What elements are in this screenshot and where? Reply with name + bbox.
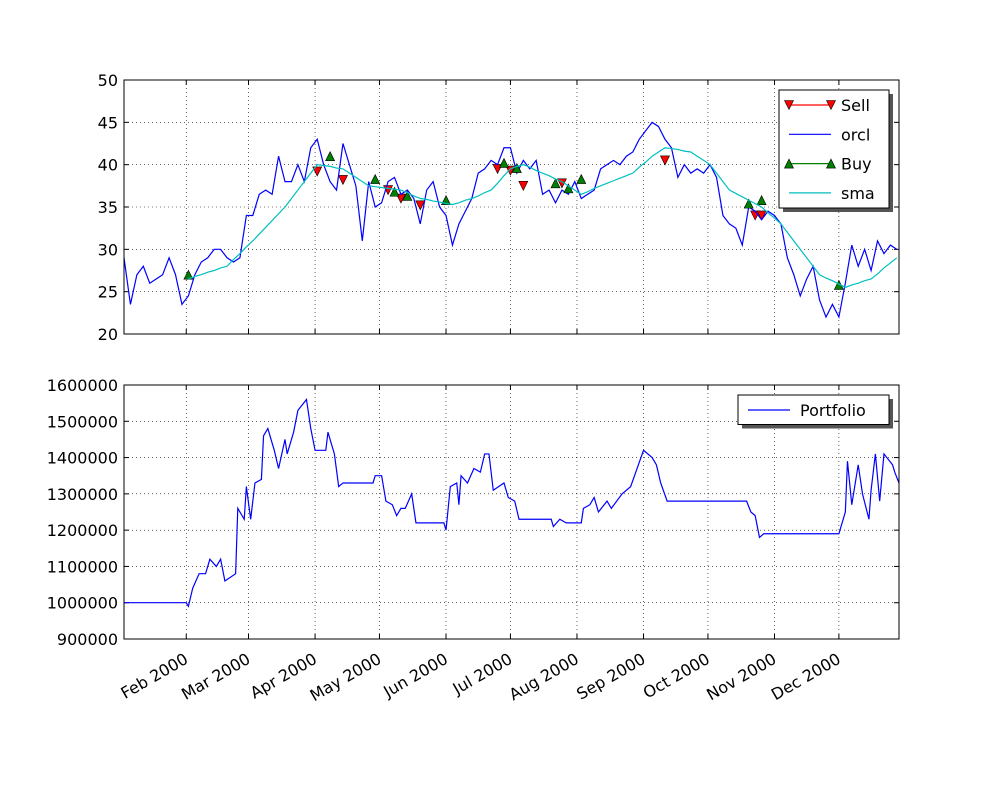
trade-marker [415,200,426,211]
legend-marker [826,100,836,111]
series-line [123,121,898,319]
x-tick-label: Mar 2000 [178,649,253,703]
trade-marker [756,195,767,206]
legend-label: Buy [841,155,872,174]
legend-label: Sell [841,96,870,115]
plot-frame [123,384,900,640]
y-tick-label: 40 [98,156,118,175]
trade-marker [660,155,670,166]
plot-frame [123,79,900,335]
x-tick-label: Jun 2000 [379,649,451,701]
trade-marker [499,157,509,168]
y-tick-label: 1400000 [47,449,118,468]
y-tick-label: 20 [98,325,118,344]
series-line [188,147,898,289]
trade-marker [370,173,381,184]
legend: Sell orcl Buy sma [778,89,893,212]
trade-marker [325,151,336,161]
trade-marker [550,178,561,189]
plot-panel: 900000 1000000 1100000 1200000 1300000 140000… [47,376,900,705]
legend-label: sma [841,184,875,203]
x-tick-label: May 2000 [307,649,385,705]
x-tick-label: Sep 2000 [573,649,648,703]
trade-marker [576,173,587,184]
plot-area [124,80,899,334]
y-tick-label: 1100000 [47,557,118,576]
series-line [124,398,900,608]
y-tick-label: 1600000 [47,376,118,395]
y-tick-label: 1000000 [47,594,118,613]
trade-marker [389,186,400,197]
legend-marker [826,158,836,169]
y-tick-label: 1300000 [47,485,118,504]
y-tick-label: 1200000 [47,521,118,540]
y-tick-label: 25 [98,283,118,302]
trade-marker [756,210,767,221]
x-tick-label: Aug 2000 [506,649,582,704]
trade-marker [511,162,522,173]
trade-marker [183,269,194,280]
trade-marker [743,198,754,209]
x-tick-label: Dec 2000 [768,649,844,704]
x-tick-label: Feb 2000 [118,649,192,703]
legend: Portfolio [737,394,893,429]
y-tick-label: 35 [98,198,118,217]
legend-box [778,89,890,209]
x-tick-label: Nov 2000 [703,649,779,704]
y-tick-label: 1500000 [47,412,118,431]
trade-marker [563,183,574,194]
y-tick-label: 45 [98,113,118,132]
trade-marker [402,190,413,201]
legend-label: orcl [841,125,870,144]
plot-panel: 20 25 30 35 40 45 50 Sell orcl Buy sma [98,71,900,344]
legend-label: Portfolio [800,401,866,420]
legend-marker [784,100,794,111]
x-tick-label: Jul 2000 [449,649,516,699]
trade-marker [518,181,529,192]
trade-marker [337,175,348,186]
y-tick-label: 50 [98,71,118,90]
y-tick-label: 900000 [57,630,118,649]
y-tick-label: 30 [98,240,118,259]
x-tick-label: Oct 2000 [640,649,713,702]
trade-marker [312,166,323,177]
legend-marker [784,158,794,169]
